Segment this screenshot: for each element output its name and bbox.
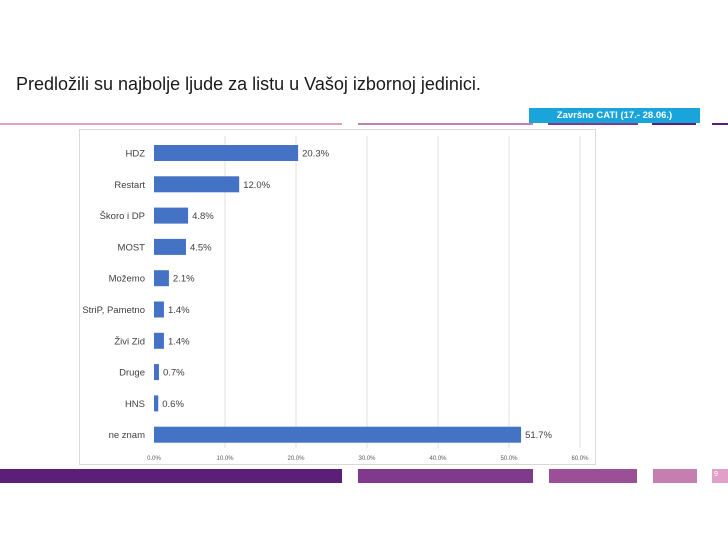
category-label: Možemo [109,274,145,285]
category-label: Živi Zid [114,336,145,347]
data-label: 12.0% [243,180,270,191]
category-label: HDZ [125,149,145,160]
data-label: 4.5% [190,242,212,253]
bar [154,426,522,443]
category-label: StriP, Pametno [82,305,145,316]
x-tick-label: 40.0% [429,456,447,462]
data-label: 51.7% [525,430,552,441]
data-label: 1.4% [168,336,190,347]
category-label: HNS [125,399,145,410]
x-tick-label: 0.0% [147,456,161,462]
data-label: 20.3% [302,149,329,160]
bar [154,301,164,318]
bottom-band-4 [653,469,697,483]
category-label: Restart [114,180,145,191]
top-purple-line-right3 [712,123,728,125]
bar [154,238,186,255]
top-purple-line-right1 [548,123,638,125]
data-label: 0.7% [163,368,185,379]
x-tick-label: 60.0% [571,456,589,462]
bar [154,395,159,412]
bottom-band-3 [549,469,637,483]
bottom-band-1 [0,469,342,483]
x-tick-label: 50.0% [500,456,518,462]
survey-period-badge: Završno CATI (17.- 28.06.) [529,108,700,123]
data-label: 4.8% [192,211,214,222]
top-pink-line-mid [358,123,533,125]
category-label: Druge [119,368,145,379]
bar [154,270,169,287]
bar [154,145,299,161]
category-label: MOST [118,242,146,253]
bottom-band-2 [358,469,533,483]
x-tick-label: 20.0% [287,456,305,462]
page-number: 9 [714,471,718,478]
bar [154,176,240,193]
bar [154,207,189,224]
data-label: 1.4% [168,305,190,316]
data-label: 2.1% [173,274,195,285]
bar-chart: 0.0% 10.0% 20.0% 30.0% 40.0% 50.0% 60.0% HDZ 20.… [82,136,589,462]
chart-frame: 0.0% 10.0% 20.0% 30.0% 40.0% 50.0% 60.0% HDZ 20.… [79,129,596,465]
bar [154,332,164,349]
top-purple-line-right2 [652,123,696,125]
category-label: Škoro i DP [100,211,145,222]
data-label: 0.6% [162,399,184,410]
x-tick-label: 10.0% [216,456,234,462]
bottom-band-5 [712,469,728,483]
bar [154,364,159,381]
top-pink-line-left [0,123,342,125]
page-title: Predložili su najbolje ljude za listu u … [16,74,481,94]
category-label: ne znam [109,430,146,441]
x-tick-label: 30.0% [358,456,376,462]
